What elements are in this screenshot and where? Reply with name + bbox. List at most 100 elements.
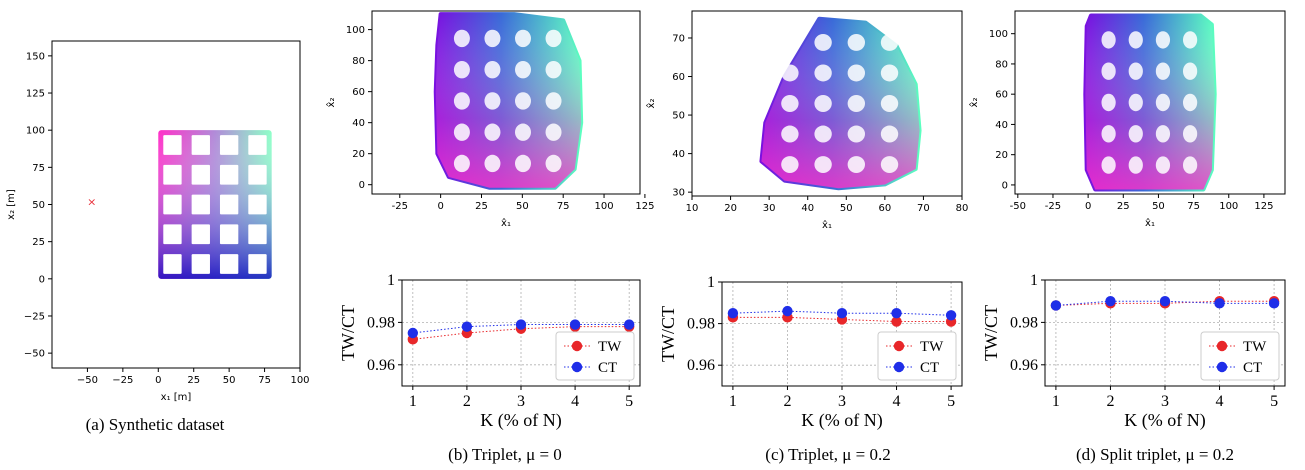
embedding-hole — [1101, 156, 1116, 174]
legend-label: CT — [920, 360, 939, 376]
point-ct — [1159, 296, 1171, 307]
x-axis-label: K (% of N) — [480, 410, 561, 431]
legend-label: TW — [920, 339, 944, 355]
embedding-hole — [1155, 62, 1171, 80]
subfigure-caption: (d) Split triplet, μ = 0.2 — [1076, 445, 1234, 464]
embedding-shade — [1085, 15, 1215, 190]
embedding-hole — [814, 156, 832, 174]
y-tick-label: 40 — [352, 118, 365, 129]
subfigure-caption: (b) Triplet, μ = 0 — [448, 445, 562, 464]
y-tick-label: −25 — [24, 311, 45, 322]
x-tick-label: 60 — [878, 203, 891, 214]
embedding-points — [433, 12, 584, 190]
x-tick-label: -50 — [1010, 201, 1026, 212]
embedding-hole — [545, 123, 562, 141]
axes-frame — [691, 10, 963, 197]
x-tick-label: 125 — [635, 201, 654, 212]
embedding-hole — [880, 125, 899, 143]
embedding-hole — [1101, 93, 1116, 112]
room-shade — [158, 130, 272, 279]
embedding-hole — [1128, 93, 1143, 112]
embedding-hole — [453, 92, 470, 110]
x-tick-label: −50 — [77, 375, 98, 386]
legend-marker — [893, 361, 905, 373]
y-tick-label: 20 — [995, 150, 1008, 161]
x-tick-label: 1 — [1052, 393, 1060, 410]
y-tick-label: 70 — [672, 33, 685, 44]
x-tick-label: 3 — [1161, 393, 1169, 410]
embedding-hole — [545, 60, 562, 79]
embedding-hole — [814, 95, 832, 112]
embedding-hole — [514, 29, 531, 48]
embedding-hole — [880, 33, 899, 51]
x-tick-label: 20 — [724, 203, 737, 214]
y-tick-label: 0 — [39, 274, 45, 285]
y-tick-label: 0.98 — [367, 314, 395, 331]
embedding-points — [759, 16, 922, 191]
room-hole — [248, 224, 267, 245]
x-tick-label: 70 — [917, 203, 930, 214]
y-tick-label: 0.96 — [367, 357, 395, 374]
y-tick-label: 0 — [359, 180, 365, 191]
embedding-hole — [484, 154, 501, 173]
embedding-hole — [880, 64, 899, 82]
y-tick-label: 1 — [707, 274, 715, 291]
embedding-hole — [1128, 125, 1143, 143]
embedding-hole — [1128, 31, 1143, 49]
embedding-hole — [545, 154, 562, 173]
y-tick-label: 75 — [32, 163, 45, 174]
x-tick-label: -25 — [1045, 201, 1061, 212]
x-tick-label: 100 — [1219, 201, 1238, 212]
y-axis-label: TW/CT — [658, 306, 678, 362]
legend-label: CT — [1243, 360, 1262, 376]
x-tick-label: 3 — [517, 393, 525, 410]
point-ct — [515, 319, 527, 330]
embedding-hole — [514, 123, 531, 141]
point-ct — [782, 305, 793, 317]
room-hole — [163, 164, 182, 185]
subfigure-caption: (a) Synthetic dataset — [86, 415, 225, 434]
y-tick-label: 125 — [26, 89, 45, 100]
legend-box — [877, 331, 957, 381]
embedding-hole — [814, 33, 832, 51]
room-layout — [158, 130, 272, 279]
x-tick-label: 50 — [223, 375, 236, 386]
embedding-hole — [484, 123, 501, 141]
y-axis-label: x̂₂ — [325, 98, 337, 108]
embedding-hole — [847, 64, 866, 82]
embedding-hole — [484, 29, 501, 48]
point-ct — [1105, 296, 1116, 307]
legend-marker — [571, 361, 583, 373]
x-axis-label: x̂₁ — [501, 217, 511, 229]
room-hole — [248, 194, 267, 215]
y-axis-label: x̂₂ — [968, 98, 980, 108]
embedding-hole — [1182, 62, 1198, 80]
room-hole — [191, 254, 210, 274]
y-tick-label: 40 — [995, 120, 1008, 131]
embedding-points — [1083, 13, 1217, 192]
y-axis-label: x̂₂ — [645, 99, 657, 109]
x-tick-label: 125 — [1254, 201, 1273, 212]
y-tick-label: 1 — [1030, 272, 1038, 289]
embedding-hole — [1182, 31, 1198, 49]
embedding-hole — [1155, 31, 1171, 49]
y-tick-label: 0 — [1002, 180, 1008, 191]
embedding-hole — [781, 64, 799, 82]
y-tick-label: 50 — [672, 111, 685, 122]
embedding-hole — [514, 92, 531, 110]
x-tick-label: 50 — [1152, 201, 1165, 212]
x-tick-label: 5 — [947, 393, 955, 410]
point-ct — [836, 308, 848, 319]
embedding-hole — [781, 125, 799, 143]
y-tick-label: 80 — [352, 56, 365, 67]
x-tick-label: 10 — [686, 203, 699, 214]
y-tick-label: 100 — [346, 25, 365, 36]
x-tick-label: 25 — [187, 375, 200, 386]
x-tick-label: 75 — [1187, 201, 1200, 212]
room-hole — [219, 164, 239, 185]
y-tick-label: 0.96 — [687, 357, 715, 374]
chart-synthetic: × −50 −25 0 25 50 75 100 −50 −25 0 25 50 75 100 125 150 x… — [6, 40, 310, 434]
y-tick-label: 1 — [387, 272, 395, 289]
embedding-hole — [1101, 62, 1116, 80]
